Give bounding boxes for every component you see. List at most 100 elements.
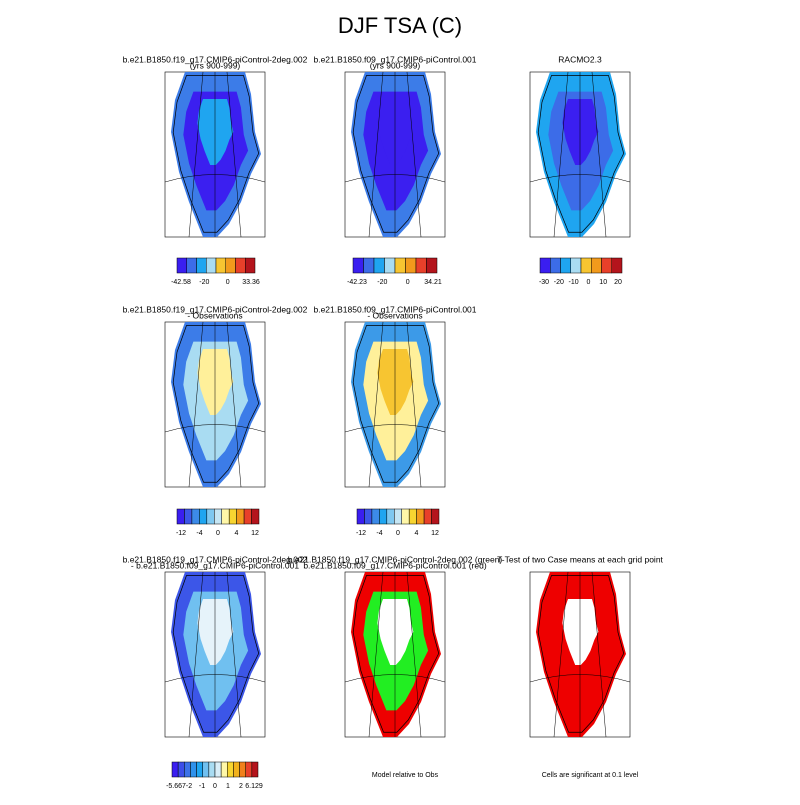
colorbar-label: 2 xyxy=(239,783,243,790)
colorbar-box xyxy=(190,761,197,778)
panel-title: b.e21.B1850.f09_g17.CMIP6-piControl.001 xyxy=(313,304,476,314)
panel-title: b.e21.B1850.f19_g17.CMIP6-piControl-2deg… xyxy=(123,554,308,564)
panel-title: - Observations xyxy=(367,310,422,320)
colorbar-label: 4 xyxy=(415,530,419,537)
colorbar-label: 6.129 xyxy=(245,783,263,790)
colorbar-box xyxy=(580,257,592,274)
colorbar-label: 20 xyxy=(614,279,622,286)
colorbar-label: -42.23 xyxy=(347,279,367,286)
colorbar-label: -12 xyxy=(356,530,366,537)
colorbar-box xyxy=(202,761,210,778)
colorbar-label: 0 xyxy=(406,279,410,286)
meridian xyxy=(553,571,569,738)
panel-title: b.e21.B1850.f09_g17.CMIP6-piControl.001 xyxy=(313,54,476,64)
colorbar-box xyxy=(539,257,551,274)
colorbar-box xyxy=(364,508,373,525)
colorbar-box xyxy=(431,508,440,525)
colorbar-box xyxy=(214,761,222,778)
colorbar-box xyxy=(206,508,215,525)
meridian xyxy=(406,321,422,488)
parallel xyxy=(164,174,266,183)
colorbar-label: 34.21 xyxy=(424,279,442,286)
coastline xyxy=(172,75,260,233)
meridian xyxy=(188,321,204,488)
colorbar-box xyxy=(416,508,425,525)
figure-title: DJF TSA (C) xyxy=(338,13,462,38)
colorbar-box xyxy=(214,508,222,525)
colorbar-label: -20 xyxy=(377,279,387,286)
colorbar-box xyxy=(176,508,185,525)
coastline xyxy=(352,75,440,233)
meridian xyxy=(226,571,242,738)
colorbar-box xyxy=(251,508,260,525)
parallel xyxy=(344,424,446,433)
colorbar-box xyxy=(235,257,246,274)
colorbar-box xyxy=(373,257,385,274)
colorbar-box xyxy=(184,508,193,525)
panel-title: b.e21.B1850.f19_g17.CMIP6-piControl-2deg… xyxy=(288,554,503,564)
parallel xyxy=(344,674,446,683)
colorbar-box xyxy=(352,257,364,274)
colorbar-box xyxy=(245,761,253,778)
colorbar-box xyxy=(196,257,207,274)
colorbar-label: -12 xyxy=(176,530,186,537)
colorbar-box xyxy=(233,761,240,778)
colorbar-box xyxy=(611,257,623,274)
colorbar-box xyxy=(386,508,395,525)
colorbar-box xyxy=(243,508,252,525)
meridian xyxy=(406,71,422,238)
panel-footer: Model relative to Obs xyxy=(372,772,439,779)
colorbar-label: -42.58 xyxy=(171,279,191,286)
panel-title: T-Test of two Case means at each grid po… xyxy=(497,554,663,564)
colorbar-label: -4 xyxy=(196,530,202,537)
colorbar-label: -20 xyxy=(554,279,564,286)
colorbar-box xyxy=(239,761,246,778)
coastline xyxy=(172,325,260,483)
coastline xyxy=(352,325,440,483)
meridian xyxy=(368,71,384,238)
coastline xyxy=(537,75,625,233)
colorbar-box xyxy=(401,508,410,525)
colorbar-box xyxy=(221,508,230,525)
colorbar-label: -10 xyxy=(569,279,579,286)
panel-footer: Cells are significant at 0.1 level xyxy=(542,772,639,779)
colorbar-box xyxy=(227,761,234,778)
colorbar-box xyxy=(245,257,256,274)
meridian xyxy=(188,71,204,238)
colorbar-box xyxy=(220,761,228,778)
colorbar-label: 10 xyxy=(599,279,607,286)
colorbar-box xyxy=(394,508,402,525)
colorbar-box xyxy=(184,761,191,778)
panel-title: RACMO2.3 xyxy=(558,54,602,64)
map-cells xyxy=(197,599,234,665)
colorbar-label: -4 xyxy=(376,530,382,537)
panel-title: b.e21.B1850.f09_g17.CMIP6-piControl.001 … xyxy=(303,560,487,570)
colorbar-box xyxy=(601,257,612,274)
colorbar-box xyxy=(251,761,259,778)
colorbar-box xyxy=(591,257,602,274)
meridian xyxy=(188,571,204,738)
map-cells xyxy=(377,599,414,665)
parallel xyxy=(164,674,266,683)
meridian xyxy=(591,571,607,738)
colorbar-box xyxy=(215,257,226,274)
colorbar-box xyxy=(550,257,561,274)
coastline xyxy=(352,575,440,733)
meridian xyxy=(226,321,242,488)
meridian xyxy=(406,571,422,738)
colorbar-box xyxy=(171,761,179,778)
colorbar-box xyxy=(208,761,216,778)
map-cells xyxy=(377,349,414,415)
colorbar-label: 1 xyxy=(226,783,230,790)
colorbar-label: -1 xyxy=(199,783,205,790)
colorbar-box xyxy=(196,761,203,778)
colorbar-box xyxy=(405,257,417,274)
colorbar-label: -5.667 xyxy=(166,783,186,790)
parallel xyxy=(529,174,631,183)
parallel xyxy=(529,674,631,683)
meridian xyxy=(368,321,384,488)
colorbar-box xyxy=(415,257,427,274)
meridian xyxy=(368,571,384,738)
colorbar-label: 0 xyxy=(213,783,217,790)
